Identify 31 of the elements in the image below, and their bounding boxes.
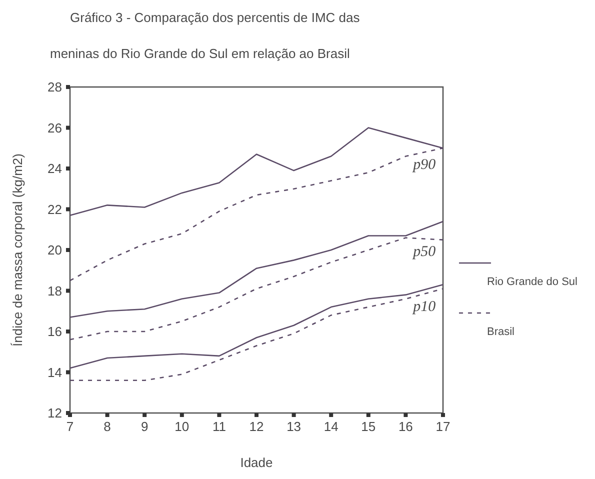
x-tick-label: 9 bbox=[140, 419, 148, 434]
x-tick-label: 10 bbox=[174, 419, 190, 434]
annotation: p90 bbox=[412, 157, 436, 174]
y-tick-label: 18 bbox=[48, 283, 62, 298]
x-tick-label: 7 bbox=[66, 419, 74, 434]
y-tick-label: 24 bbox=[48, 161, 62, 176]
annotation: p50 bbox=[412, 244, 436, 260]
line-series bbox=[69, 284, 444, 369]
line-series bbox=[69, 288, 444, 382]
x-tick-label: 16 bbox=[398, 419, 413, 434]
annotation: p10 bbox=[412, 298, 436, 315]
y-tick-label: 20 bbox=[48, 242, 62, 258]
text: Brasil bbox=[487, 326, 515, 338]
y-tick-label: 28 bbox=[48, 80, 62, 95]
chart-subtitle: meninas do Rio Grande do Sul em relação ao Brasil bbox=[50, 46, 350, 61]
x-axis-title: Idade bbox=[240, 455, 273, 470]
x-tick-label: 8 bbox=[104, 419, 111, 434]
x-tick-label: 11 bbox=[212, 419, 226, 434]
x-tick-label: 14 bbox=[324, 419, 338, 434]
x-tick-label: 15 bbox=[361, 419, 376, 434]
y-tick-label: 22 bbox=[48, 202, 62, 217]
text: Rio Grande do Sul bbox=[487, 276, 578, 288]
x-tick-label: 13 bbox=[286, 419, 302, 434]
y-tick-label: 14 bbox=[48, 364, 62, 380]
y-axis-title: Índice de massa corporal (kg/m2) bbox=[10, 154, 25, 346]
x-tick-label: 17 bbox=[436, 419, 450, 434]
y-tick-label: 16 bbox=[48, 324, 62, 340]
x-tick-label: 12 bbox=[249, 419, 264, 434]
chart-title: Gráfico 3 - Comparação dos percentis de IMC das bbox=[70, 10, 360, 25]
y-tick-label: 12 bbox=[48, 406, 62, 421]
y-tick-label: 26 bbox=[48, 120, 62, 136]
